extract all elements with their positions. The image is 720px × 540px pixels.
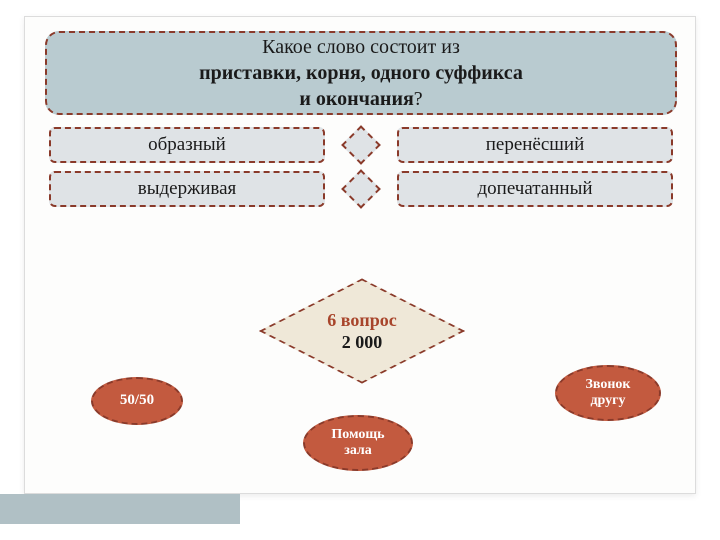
lifeline-call-line1: Звонок [586,377,631,393]
lifeline-hall-line1: Помощь [331,427,384,443]
lifeline-hall-line2: зала [331,443,384,459]
diamond-connector-icon [341,125,381,165]
question-line2: приставки, корня, одного суффикса [199,60,523,86]
answer-a-label: образный [148,134,226,156]
answer-d-label: допечатанный [477,178,592,200]
counter-value: 2 000 [342,331,383,354]
answer-b-button[interactable]: перенёсший [397,127,673,163]
answer-b-label: перенёсший [486,134,585,156]
diamond-connector-icon [341,169,381,209]
question-box: Какое слово состоит из приставки, корня,… [45,31,677,115]
lifeline-fifty-button[interactable]: 50/50 [91,377,183,425]
lifeline-call-button[interactable]: Звонок другу [555,365,661,421]
lifeline-fifty-label: 50/50 [120,392,154,409]
question-line3: и окончания? [299,86,422,112]
lifeline-call-label: Звонок другу [586,377,631,409]
footer-bar [0,494,240,524]
answer-row-2: выдерживая допечатанный [45,169,677,209]
question-line1: Какое слово состоит из [262,34,460,60]
question-line3-tail: ? [414,88,423,110]
counter-text: 6 вопрос 2 000 [271,289,453,373]
counter-question-number: 6 вопрос [327,309,396,332]
answer-a-button[interactable]: образный [49,127,325,163]
lifeline-call-line2: другу [586,393,631,409]
lifeline-hall-button[interactable]: Помощь зала [303,415,413,471]
answer-c-label: выдерживая [138,178,237,200]
main-panel: Какое слово состоит из приставки, корня,… [24,16,696,494]
answer-c-button[interactable]: выдерживая [49,171,325,207]
answer-d-button[interactable]: допечатанный [397,171,673,207]
question-line3-bold: и окончания [299,88,413,110]
answer-row-1: образный перенёсший [45,125,677,165]
answers-grid: образный перенёсший выдерживая допечатан… [45,125,677,213]
question-counter: 6 вопрос 2 000 [271,289,453,373]
lifeline-hall-label: Помощь зала [331,427,384,459]
